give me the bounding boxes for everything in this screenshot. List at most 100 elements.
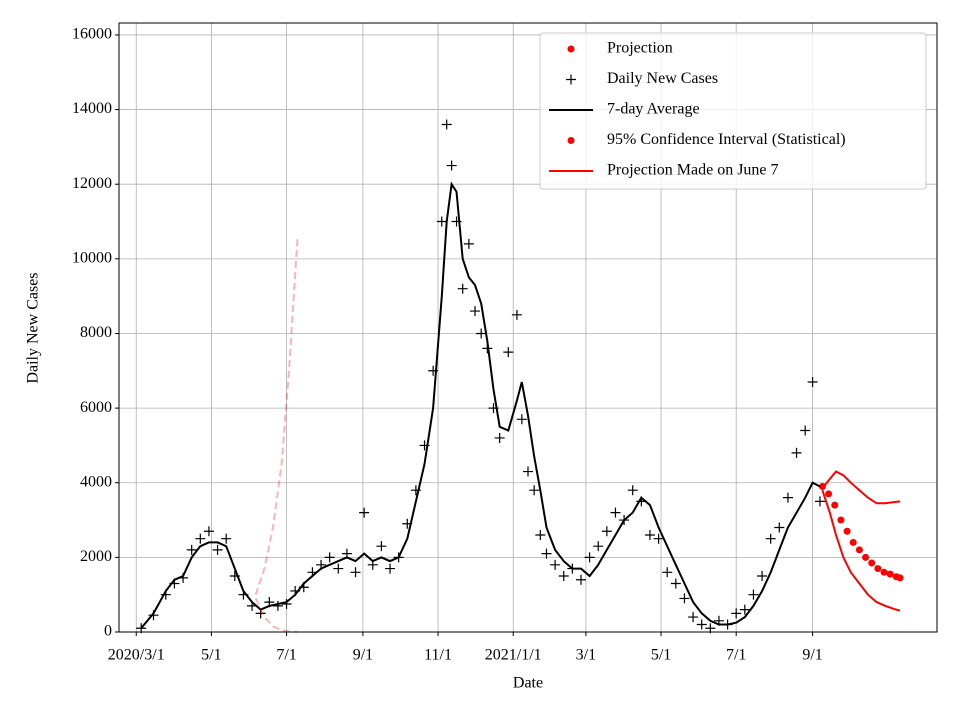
x-tick-label: 11/1 <box>424 647 452 664</box>
case-marker <box>731 608 742 619</box>
case-marker <box>558 571 569 582</box>
legend-marker <box>567 45 575 53</box>
y-tick-label: 14000 <box>72 100 112 117</box>
average-line <box>140 181 821 629</box>
y-tick-label: 16000 <box>72 26 112 43</box>
old-projection-line <box>254 236 299 596</box>
case-marker <box>791 447 802 458</box>
projection-point <box>880 568 888 576</box>
legend-marker <box>567 137 575 144</box>
projection-point <box>855 546 863 554</box>
case-marker <box>814 496 825 507</box>
case-marker <box>446 160 457 171</box>
y-tick-label: 0 <box>104 623 112 640</box>
case-marker <box>800 425 811 436</box>
projection-point <box>843 527 851 535</box>
case-marker <box>212 544 223 555</box>
case-marker <box>470 306 481 317</box>
case-marker <box>610 507 621 518</box>
case-marker <box>529 485 540 496</box>
old-projection-line <box>254 597 298 633</box>
case-marker <box>757 571 768 582</box>
projection-point <box>896 574 904 582</box>
case-marker <box>436 216 447 227</box>
case-marker <box>541 548 552 559</box>
case-marker <box>333 563 344 574</box>
y-tick-label: 12000 <box>72 175 112 192</box>
case-marker <box>653 533 664 544</box>
case-marker <box>203 526 214 537</box>
axes-frame <box>118 22 938 633</box>
case-marker <box>441 119 452 130</box>
projection-point <box>837 516 845 524</box>
case-marker <box>679 593 690 604</box>
case-marker <box>593 541 604 552</box>
x-tick-label: 5/1 <box>201 647 221 664</box>
legend-label: 7-day Average <box>607 101 700 118</box>
projection-point <box>862 553 870 561</box>
y-axis-label: Daily New Cases <box>25 272 42 383</box>
case-marker <box>281 599 292 610</box>
case-marker <box>550 559 561 570</box>
y-tick-label: 4000 <box>80 473 112 490</box>
projection-point <box>886 570 894 578</box>
case-marker <box>748 589 759 600</box>
case-marker <box>457 283 468 294</box>
legend-box <box>539 32 927 190</box>
projection-point <box>868 559 876 567</box>
case-marker <box>627 485 638 496</box>
grid: 0 2000 4000 6000 8000 10000 12000 14000 16000 202… <box>72 23 937 664</box>
case-marker <box>359 507 370 518</box>
case-marker <box>584 552 595 563</box>
case-marker <box>765 533 776 544</box>
legend-label: 95% Confidence Interval (Statistical) <box>607 131 846 148</box>
case-marker <box>644 529 655 540</box>
case-marker <box>601 526 612 537</box>
x-tick-label: 7/1 <box>726 647 746 664</box>
x-tick-label: 9/1 <box>802 647 822 664</box>
x-tick-label: 7/1 <box>276 647 296 664</box>
legend-label: Projection Made on June 7 <box>607 162 779 179</box>
case-marker <box>186 544 197 555</box>
legend: Projection Daily New Cases 7-day Average 95… <box>539 32 927 190</box>
x-tick-label: 2020/3/1 <box>108 647 165 664</box>
projection-point <box>849 538 857 546</box>
case-marker <box>575 574 586 585</box>
y-tick-label: 10000 <box>72 250 112 267</box>
x-tick-label: 9/1 <box>353 647 373 664</box>
legend-label: Daily New Cases <box>607 70 718 87</box>
case-marker <box>523 466 533 477</box>
x-axis-label: Date <box>513 675 543 692</box>
projection-point <box>831 501 839 509</box>
case-marker <box>385 563 396 574</box>
y-tick-label: 2000 <box>80 548 112 565</box>
case-marker <box>662 567 673 578</box>
plot-area <box>136 119 904 634</box>
interval-line <box>821 489 901 612</box>
case-marker <box>476 328 487 339</box>
x-tick-label: 5/1 <box>651 647 671 664</box>
case-marker <box>774 522 785 533</box>
case-marker <box>503 347 514 358</box>
case-marker <box>535 529 546 540</box>
y-tick-label: 8000 <box>80 324 112 341</box>
case-marker <box>272 600 283 611</box>
case-marker <box>221 533 232 544</box>
case-marker <box>739 604 750 615</box>
case-marker <box>376 541 387 552</box>
case-marker <box>696 619 707 630</box>
y-tick-label: 6000 <box>80 399 112 416</box>
x-tick-label: 3/1 <box>576 647 596 664</box>
projection-point <box>874 565 882 573</box>
case-marker <box>670 578 681 589</box>
case-marker <box>807 376 818 387</box>
case-marker <box>688 612 699 623</box>
case-marker <box>463 238 474 249</box>
interval-line <box>821 470 901 505</box>
case-marker <box>494 432 505 443</box>
case-marker <box>195 533 206 544</box>
case-marker <box>324 552 335 563</box>
case-marker <box>350 567 361 578</box>
case-marker <box>511 309 522 320</box>
